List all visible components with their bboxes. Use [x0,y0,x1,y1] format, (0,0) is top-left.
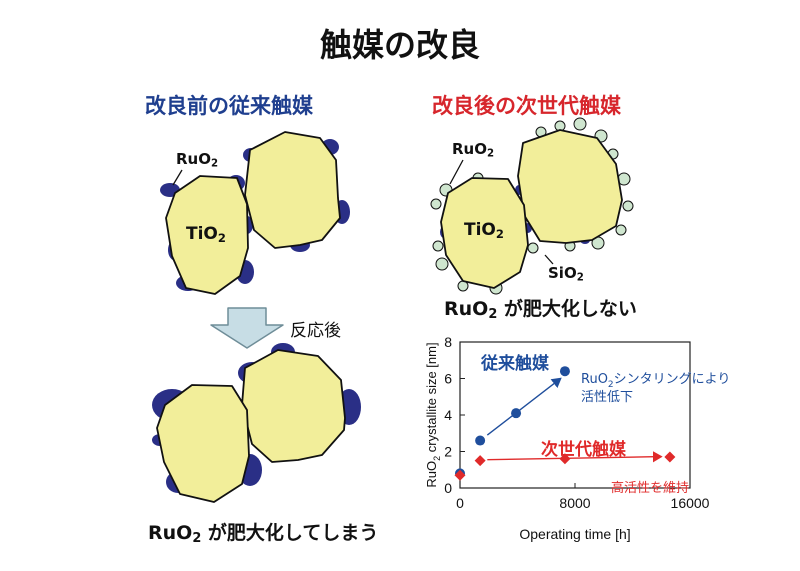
next-gen-heading: 改良後の次世代触媒 [432,94,621,118]
ruo2-pointer [172,169,183,186]
x-tick-label: 8000 [559,495,590,511]
y-tick-label: 6 [444,371,452,387]
data-point-next-gen [664,451,676,463]
tio2-particle-back [244,131,341,249]
tio2-particle-back-next [517,129,623,244]
y-axis-label: RuO2 crystallite size [nm] [424,342,442,487]
data-point-next-gen [474,455,486,467]
trend-arrow-conventional [486,377,562,436]
x-tick-label: 16000 [671,495,710,511]
page-title: 触媒の改良 [319,26,480,64]
data-point-next-gen [454,469,466,481]
tio2-label-right: TiO2 [464,220,504,241]
data-point-conventional [511,408,522,419]
data-point-conventional [559,366,570,377]
data-point-conventional [475,435,486,446]
next-gen-catalyst [430,117,634,295]
conventional-catalyst-before [160,131,350,295]
crystallite-size-chart: 0 2 4 6 8 0 8000 16000 Operating time [h] RuO2 … [424,334,730,542]
tio2-label-left: TiO2 [186,224,226,245]
x-axis-label: Operating time [h] [519,526,630,542]
after-reaction-label: 反応後 [290,321,341,341]
tio2-particle-front-after [156,384,250,503]
conventional-catalyst-after [152,343,361,503]
tio2-particle-front [165,175,249,295]
data-point-next-gen [559,453,571,465]
annotation-conventional-line2: 活性低下 [581,390,633,405]
ruo2-pointer-next [449,159,464,185]
annotation-conventional-line1: RuO2シンタリングにより [581,372,730,390]
y-tick-label: 2 [444,444,452,460]
conventional-heading: 改良前の従来触媒 [145,94,313,118]
tio2-particle-back-after [241,349,346,463]
reaction-arrow [210,307,284,349]
next-gen-caption: RuO2 が肥大化しない [444,298,637,323]
conventional-caption: RuO2 が肥大化してしまう [148,522,379,547]
sio2-pointer [544,254,554,265]
annotation-next-gen: 高活性を維持 [611,480,689,496]
ruo2-label-left: RuO2 [176,150,219,170]
series-name-conventional: 従来触媒 [480,353,550,374]
y-tick-label: 8 [444,334,452,350]
x-tick-label: 0 [456,495,464,511]
tio2-particle-front-next [440,177,529,289]
series-name-next-gen: 次世代触媒 [541,439,627,460]
trend-arrow-next-gen [487,451,663,463]
y-tick-label: 0 [444,480,452,496]
y-tick-label: 4 [444,407,452,423]
sio2-label: SiO2 [548,264,584,284]
ruo2-label-right: RuO2 [452,140,495,160]
